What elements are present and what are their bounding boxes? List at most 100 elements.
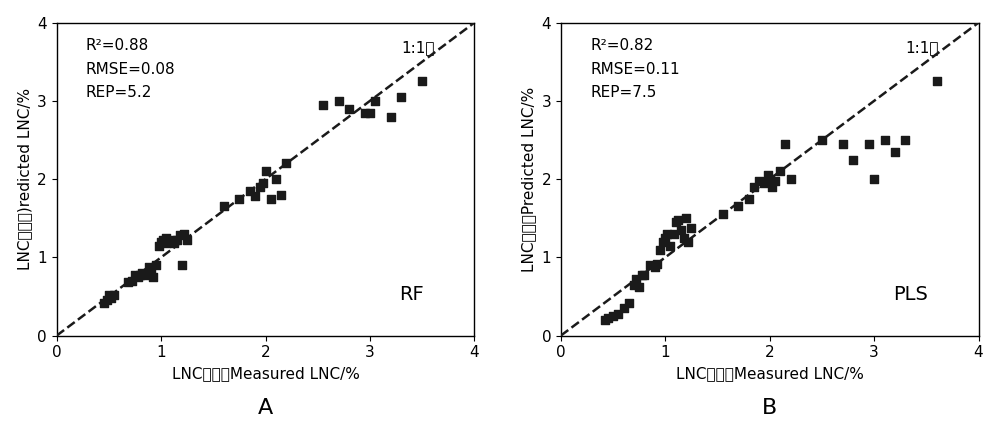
Point <box>814 136 830 143</box>
Point <box>605 312 621 319</box>
Point <box>263 195 279 202</box>
Point <box>683 224 699 231</box>
Point <box>216 203 232 210</box>
Point <box>179 237 195 244</box>
Point <box>255 180 271 187</box>
Point <box>130 273 146 280</box>
Point <box>341 105 357 112</box>
Text: R²=0.82
RMSE=0.11
REP=7.5: R²=0.82 RMSE=0.11 REP=7.5 <box>590 38 680 100</box>
Point <box>767 177 783 184</box>
X-axis label: LNC实测値Measured LNC/%: LNC实测値Measured LNC/% <box>172 366 359 381</box>
Point <box>597 316 613 323</box>
Point <box>247 193 263 200</box>
Point <box>866 176 882 183</box>
Point <box>273 191 289 198</box>
Point <box>887 148 903 155</box>
Point <box>835 140 851 147</box>
Point <box>760 172 776 179</box>
Point <box>362 109 378 116</box>
Text: R²=0.88
RMSE=0.08
REP=5.2: R²=0.88 RMSE=0.08 REP=5.2 <box>86 38 176 100</box>
Point <box>151 242 167 249</box>
Text: 1:1线: 1:1线 <box>401 40 435 55</box>
Point <box>777 140 793 147</box>
Y-axis label: LNC预测値Predicted LNC/%: LNC预测値Predicted LNC/% <box>521 87 536 272</box>
Point <box>647 263 663 270</box>
Point <box>741 195 757 202</box>
Point <box>357 109 373 116</box>
Point <box>670 216 686 224</box>
Point <box>626 281 642 288</box>
Point <box>166 240 182 247</box>
Point <box>145 273 161 280</box>
Point <box>897 136 913 143</box>
Text: PLS: PLS <box>894 285 928 304</box>
Point <box>730 203 746 210</box>
Point <box>621 299 637 306</box>
Point <box>642 262 658 269</box>
Point <box>278 160 294 167</box>
Text: A: A <box>258 398 273 418</box>
Text: 1:1线: 1:1线 <box>905 40 939 55</box>
Text: B: B <box>762 398 777 418</box>
Point <box>158 240 174 247</box>
Point <box>764 183 780 191</box>
Point <box>414 78 430 85</box>
Point <box>103 294 119 301</box>
Point <box>315 101 331 108</box>
Point <box>783 176 799 183</box>
Point <box>141 263 157 270</box>
Point <box>655 238 671 245</box>
Point <box>662 242 678 249</box>
Point <box>610 310 626 317</box>
Point <box>746 183 762 191</box>
Point <box>169 237 185 244</box>
Point <box>231 195 247 202</box>
Point <box>124 277 140 284</box>
Text: RF: RF <box>399 285 424 304</box>
Point <box>155 237 171 244</box>
Point <box>845 156 861 163</box>
Point <box>268 176 284 183</box>
Point <box>148 262 164 269</box>
Point <box>772 168 788 175</box>
Point <box>96 299 112 306</box>
Point <box>616 304 632 312</box>
Point <box>164 237 180 244</box>
Point <box>127 271 143 278</box>
Point <box>120 279 136 286</box>
Point <box>628 276 644 283</box>
Point <box>134 269 150 276</box>
Point <box>929 78 945 85</box>
Point <box>652 246 668 253</box>
Point <box>634 271 650 278</box>
Point <box>636 271 652 278</box>
Point <box>657 234 673 241</box>
X-axis label: LNC实测値Measured LNC/%: LNC实测値Measured LNC/% <box>676 366 864 381</box>
Point <box>367 97 383 104</box>
Point <box>678 215 694 222</box>
Point <box>383 113 399 120</box>
Point <box>751 177 767 184</box>
Point <box>143 269 159 276</box>
Point <box>666 231 682 238</box>
Point <box>393 93 409 100</box>
Point <box>158 234 174 241</box>
Point <box>762 176 778 183</box>
Point <box>877 136 893 143</box>
Point <box>659 231 675 238</box>
Point <box>600 315 616 322</box>
Point <box>715 211 731 218</box>
Point <box>137 271 153 278</box>
Point <box>668 219 684 226</box>
Point <box>153 238 169 245</box>
Point <box>680 238 696 245</box>
Point <box>172 232 188 239</box>
Point <box>673 227 689 234</box>
Point <box>101 291 117 298</box>
Point <box>861 140 877 147</box>
Point <box>649 260 665 267</box>
Point <box>631 283 647 290</box>
Point <box>331 97 347 104</box>
Point <box>756 180 772 187</box>
Point <box>176 231 192 238</box>
